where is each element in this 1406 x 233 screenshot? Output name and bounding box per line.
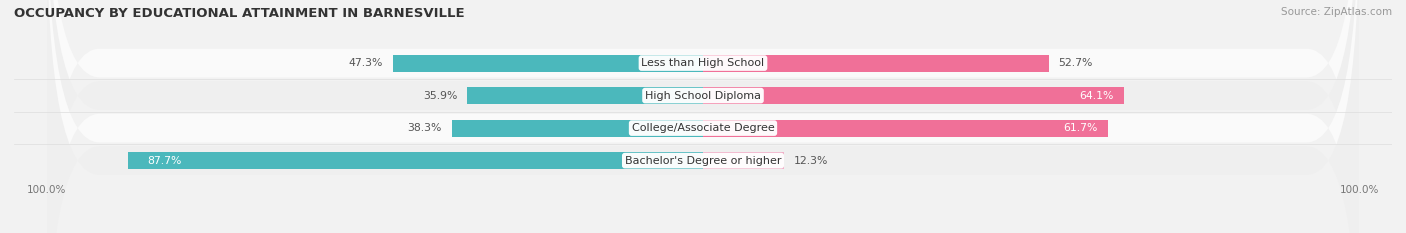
Text: 52.7%: 52.7%: [1059, 58, 1092, 68]
FancyBboxPatch shape: [46, 0, 1360, 233]
Bar: [392, 55, 703, 72]
Bar: [451, 120, 703, 137]
Text: College/Associate Degree: College/Associate Degree: [631, 123, 775, 133]
Text: 87.7%: 87.7%: [148, 156, 181, 166]
Bar: [128, 152, 703, 169]
Text: 35.9%: 35.9%: [423, 91, 457, 101]
Bar: [467, 87, 703, 104]
Text: OCCUPANCY BY EDUCATIONAL ATTAINMENT IN BARNESVILLE: OCCUPANCY BY EDUCATIONAL ATTAINMENT IN B…: [14, 7, 465, 20]
Text: High School Diploma: High School Diploma: [645, 91, 761, 101]
Text: 38.3%: 38.3%: [408, 123, 441, 133]
Text: Less than High School: Less than High School: [641, 58, 765, 68]
Text: Source: ZipAtlas.com: Source: ZipAtlas.com: [1281, 7, 1392, 17]
Bar: [703, 152, 783, 169]
Text: 61.7%: 61.7%: [1063, 123, 1098, 133]
Bar: [703, 87, 1123, 104]
Text: 12.3%: 12.3%: [793, 156, 828, 166]
Text: 47.3%: 47.3%: [349, 58, 382, 68]
FancyBboxPatch shape: [46, 0, 1360, 233]
FancyBboxPatch shape: [46, 0, 1360, 233]
Legend: Owner-occupied, Renter-occupied: Owner-occupied, Renter-occupied: [581, 230, 825, 233]
Text: 64.1%: 64.1%: [1080, 91, 1114, 101]
Text: Bachelor's Degree or higher: Bachelor's Degree or higher: [624, 156, 782, 166]
FancyBboxPatch shape: [46, 0, 1360, 233]
Bar: [703, 120, 1108, 137]
Bar: [703, 55, 1049, 72]
